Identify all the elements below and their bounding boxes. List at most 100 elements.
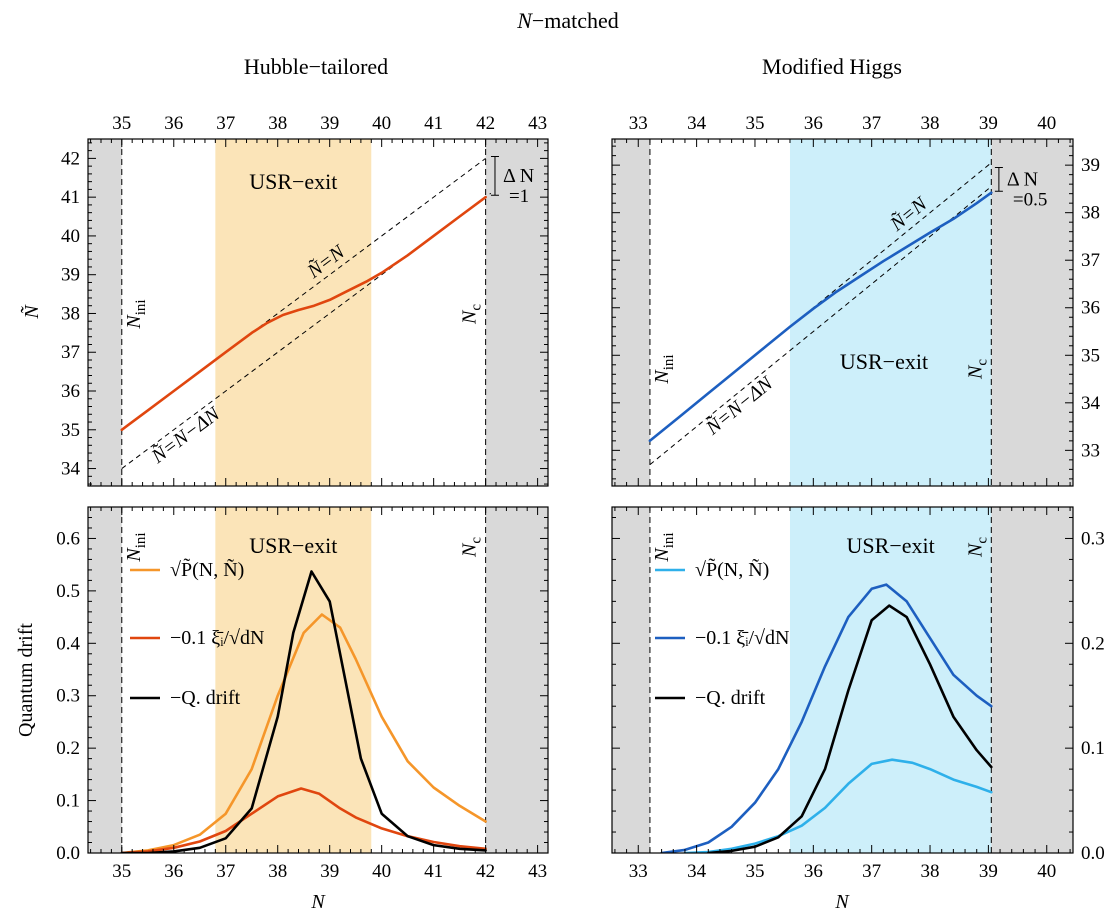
axes-frame (611, 506, 1074, 854)
legend-label-0: √P̃(N, Ñ) (170, 557, 244, 581)
panel-top-right: 33 34 35 36 37 38 39 40 33 34 35 36 37 38 39 Nini Nc USR−… (611, 113, 1101, 487)
y-tick-label: 0.2 (1081, 633, 1105, 654)
x-tick-label-top: 36 (164, 113, 183, 134)
series-line-0 (648, 191, 993, 443)
legend-left: √P̃(N, Ñ) −0.1 ξ̄ᵢ/√dN −Q. drift (130, 557, 264, 709)
y-tick-label: 38 (61, 303, 80, 324)
x-tick-label-top: 34 (687, 113, 707, 134)
y-tick-label: 36 (1081, 298, 1100, 319)
y-tick-label: 0.1 (1081, 738, 1105, 759)
label-nc: Nc (459, 304, 485, 325)
x-tick-label-top: 37 (862, 113, 881, 134)
x-tick-label-top: 33 (629, 113, 648, 134)
excluded-region-0 (612, 507, 650, 853)
plot-area (612, 139, 1073, 486)
x-tick-label: 35 (112, 861, 131, 882)
usr-exit-label: USR−exit (840, 349, 928, 374)
guide-line-0 (789, 162, 992, 328)
x-tick-label: 42 (476, 861, 495, 882)
x-tick-label-top: 35 (745, 113, 764, 134)
label-nini: Nini (651, 354, 677, 384)
x-tick-label: 36 (804, 861, 823, 882)
y-tick-label: 34 (61, 459, 81, 480)
usr-exit-label: USR−exit (249, 533, 337, 558)
x-tick-label: 43 (528, 861, 547, 882)
title-modified-higgs: Modified Higgs (762, 54, 902, 79)
y-tick-label: 0.6 (56, 528, 80, 549)
series-line-0 (683, 758, 993, 853)
delta-n-left-bracket (490, 155, 499, 196)
y-tick-label: 0.3 (1081, 528, 1105, 549)
y-tick-label: 33 (1081, 440, 1100, 461)
guide-line-1 (121, 192, 492, 469)
x-tick-label: 40 (1037, 861, 1056, 882)
guide-label-n-minus-delta-right: Ñ=N−ΔN (700, 370, 778, 440)
x-tick-label: 37 (216, 861, 235, 882)
delta-n-right-bracket (994, 167, 1003, 192)
legend-label-1: −0.1 ξ̄ᵢ/√dN (695, 627, 789, 649)
label-nini: Nini (651, 532, 677, 562)
y-tick-label: 39 (61, 265, 80, 286)
usr-exit-label: USR−exit (847, 533, 935, 558)
label-nc: Nc (459, 537, 485, 558)
excluded-region-0 (612, 139, 650, 486)
y-tick-label: 0.1 (56, 791, 80, 812)
x-tick-label-top: 39 (979, 113, 998, 134)
excluded-region-1 (485, 139, 548, 486)
y-tick-label: 0.2 (56, 738, 80, 759)
y-tick-label: 41 (61, 187, 80, 208)
x-tick-label-top: 38 (268, 113, 287, 134)
legend-label-2: −Q. drift (170, 687, 241, 709)
x-tick-label-top: 35 (112, 113, 131, 134)
x-tick-label-top: 41 (424, 113, 443, 134)
series-line-0 (120, 195, 487, 432)
x-tick-label: 39 (320, 861, 339, 882)
x-tick-label-top: 42 (476, 113, 495, 134)
y-tick-label: 0.0 (1081, 843, 1105, 864)
axes-frame (87, 506, 549, 854)
delta-n-left-text: Δ N (503, 165, 534, 187)
x-tick-label-top: 39 (320, 113, 339, 134)
guide-label-n-minus-delta: Ñ=N−ΔN (146, 400, 226, 468)
label-nini: Nini (123, 532, 149, 562)
x-tick-label-top: 40 (372, 113, 391, 134)
x-tick-label: 38 (268, 861, 287, 882)
excluded-region-0 (88, 139, 122, 486)
x-tick-label-top: 37 (216, 113, 235, 134)
plot-area (88, 507, 548, 853)
x-tick-label-top: 38 (921, 113, 940, 134)
x-tick-label: 38 (921, 861, 940, 882)
y-tick-label: 35 (1081, 345, 1100, 366)
panel-bottom-left: 35 36 37 38 39 40 41 42 43 0.0 0.1 0.2 0.3 0.4 0.5 0.6 N… (56, 506, 549, 882)
plot-area (612, 507, 1073, 853)
plot-area (88, 139, 548, 486)
excluded-region-1 (991, 507, 1073, 853)
guide-line-1 (649, 186, 992, 465)
series-line-1 (120, 787, 487, 853)
x-tick-label: 34 (687, 861, 707, 882)
y-tick-label: 0.5 (56, 581, 80, 602)
excluded-region-1 (991, 139, 1073, 486)
y-axis-label-ntilde: Ñ (19, 304, 43, 320)
title-hubble-tailored: Hubble−tailored (244, 54, 388, 79)
usr-exit-label: USR−exit (249, 169, 337, 194)
x-axis-label-left: N (310, 891, 326, 913)
delta-n-right-value: =0.5 (1013, 189, 1047, 210)
x-tick-label: 36 (164, 861, 183, 882)
series-line-2 (120, 570, 487, 853)
y-tick-label: 39 (1081, 155, 1100, 176)
suptitle: N−matched (516, 8, 619, 33)
y-tick-label: 36 (61, 381, 80, 402)
y-tick-label: 42 (61, 148, 80, 169)
y-tick-label: 38 (1081, 203, 1100, 224)
x-tick-label-top: 40 (1037, 113, 1056, 134)
usr-exit-band (789, 139, 992, 486)
y-tick-label: 0.0 (56, 843, 80, 864)
excluded-region-1 (485, 507, 548, 853)
y-tick-label: 34 (1081, 393, 1101, 414)
x-tick-label: 35 (745, 861, 764, 882)
delta-n-left-value: =1 (509, 186, 529, 207)
axes-frame (611, 138, 1074, 487)
label-nc: Nc (964, 359, 990, 380)
